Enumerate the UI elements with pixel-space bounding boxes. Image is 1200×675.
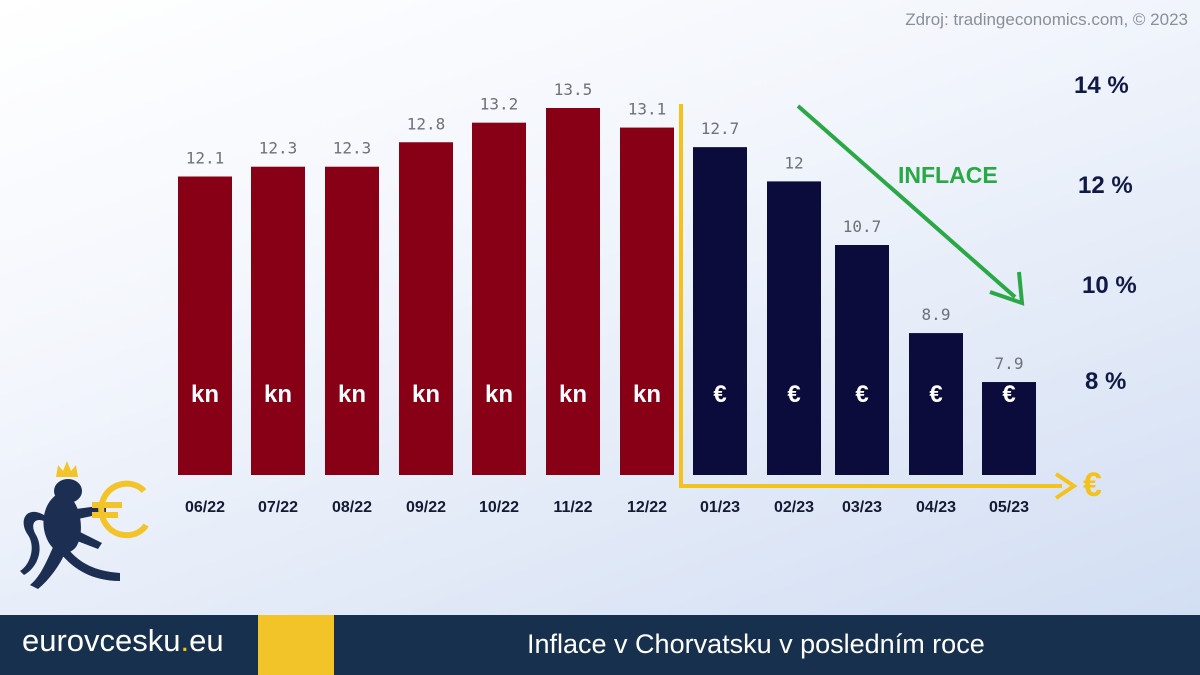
euro-symbol-label: €: [713, 381, 726, 408]
axis-arrowhead-icon: [1054, 472, 1078, 500]
footer-accent-block: [258, 615, 334, 675]
value-label: 12.3: [333, 139, 372, 158]
x-tick-label: 11/22: [553, 499, 592, 516]
value-label: 7.9: [995, 354, 1024, 373]
kuna-label: kn: [633, 381, 661, 408]
bar-04-23: [909, 333, 963, 475]
lion-icon: [20, 479, 120, 589]
brand-logo-text[interactable]: eurovcesku.eu: [22, 623, 224, 659]
value-label: 12.8: [407, 114, 446, 133]
bar-01-23: [693, 147, 747, 475]
bar-09-22: [399, 142, 453, 475]
footer-title: Inflace v Chorvatsku v posledním roce: [527, 629, 985, 659]
bar-07-22: [251, 166, 305, 475]
trend-arrow-line: [796, 104, 1017, 299]
scale-label-14: 14 %: [1074, 72, 1129, 99]
x-tick-label: 02/23: [774, 499, 814, 516]
bar-08-22: [325, 166, 379, 475]
euro-symbol-label: €: [1002, 381, 1015, 408]
value-label: 12.7: [701, 119, 740, 138]
kuna-label: kn: [338, 381, 366, 408]
euro-axis-symbol: €: [1083, 466, 1102, 504]
kuna-label: kn: [191, 381, 219, 408]
x-tick-label: 03/23: [842, 499, 882, 516]
value-labels-group: 12.1 12.3 12.3 12.8 13.2 13.5 13.1 12.7 12 10.7 8.…: [186, 80, 1024, 373]
value-label: 12: [784, 153, 803, 172]
source-note: Zdroj: tradingeconomics.com, © 2023: [905, 10, 1188, 29]
currency-labels-group: kn kn kn kn kn kn kn € € € € €: [191, 381, 1016, 408]
kuna-label: kn: [412, 381, 440, 408]
value-label: 12.3: [259, 139, 298, 158]
value-label: 13.5: [554, 80, 593, 99]
inflation-chart: 12.1 12.3 12.3 12.8 13.2 13.5 13.1 12.7 12 10.7 8.…: [178, 80, 1102, 516]
scale-label-8: 8 %: [1085, 368, 1127, 395]
x-tick-label: 08/22: [332, 499, 372, 516]
trend-label: INFLACE: [898, 162, 998, 188]
kuna-label: kn: [559, 381, 587, 408]
x-tick-label: 06/22: [185, 499, 225, 516]
crown-icon: [56, 461, 78, 477]
bar-10-22: [472, 122, 526, 476]
value-label: 12.1: [186, 149, 225, 168]
bar-02-23: [767, 181, 821, 475]
bar-06-22: [178, 176, 232, 476]
x-tick-label: 09/22: [406, 499, 446, 516]
brand-suffix: eu: [189, 623, 224, 658]
bar-12-22: [620, 127, 674, 475]
bar-03-23: [835, 245, 889, 475]
footer-bar: eurovcesku.eu Inflace v Chorvatsku v pos…: [0, 615, 1200, 675]
x-tick-label: 05/23: [989, 499, 1029, 516]
bar-11-22: [546, 108, 600, 475]
lion-euro-logo: [20, 461, 149, 589]
value-label: 8.9: [922, 305, 951, 324]
euro-coin-icon: [92, 480, 149, 539]
scale-label-12: 12 %: [1078, 172, 1133, 199]
value-label: 13.1: [628, 100, 667, 119]
kuna-label: kn: [485, 381, 513, 408]
euro-symbol-label: €: [787, 381, 800, 408]
kuna-label: kn: [264, 381, 292, 408]
x-tick-labels-group: 06/22 07/22 08/22 09/22 10/22 11/22 12/22 01/23…: [185, 499, 1029, 516]
x-tick-label: 01/23: [700, 499, 740, 516]
x-tick-label: 07/22: [258, 499, 298, 516]
trend-arrow-head-icon: [989, 271, 1025, 306]
euro-symbol-label: €: [929, 381, 942, 408]
bar-05-23: [982, 382, 1036, 475]
value-label: 10.7: [843, 217, 882, 236]
brand-prefix: eurovcesku: [22, 623, 181, 658]
x-tick-label: 12/22: [627, 499, 667, 516]
x-tick-label: 04/23: [916, 499, 956, 516]
euro-symbol-label: €: [855, 381, 868, 408]
value-label: 13.2: [480, 95, 519, 114]
brand-dot: .: [180, 623, 190, 658]
scale-label-10: 10 %: [1082, 272, 1137, 299]
x-tick-label: 10/22: [479, 499, 519, 516]
bars-group: [178, 108, 1036, 476]
